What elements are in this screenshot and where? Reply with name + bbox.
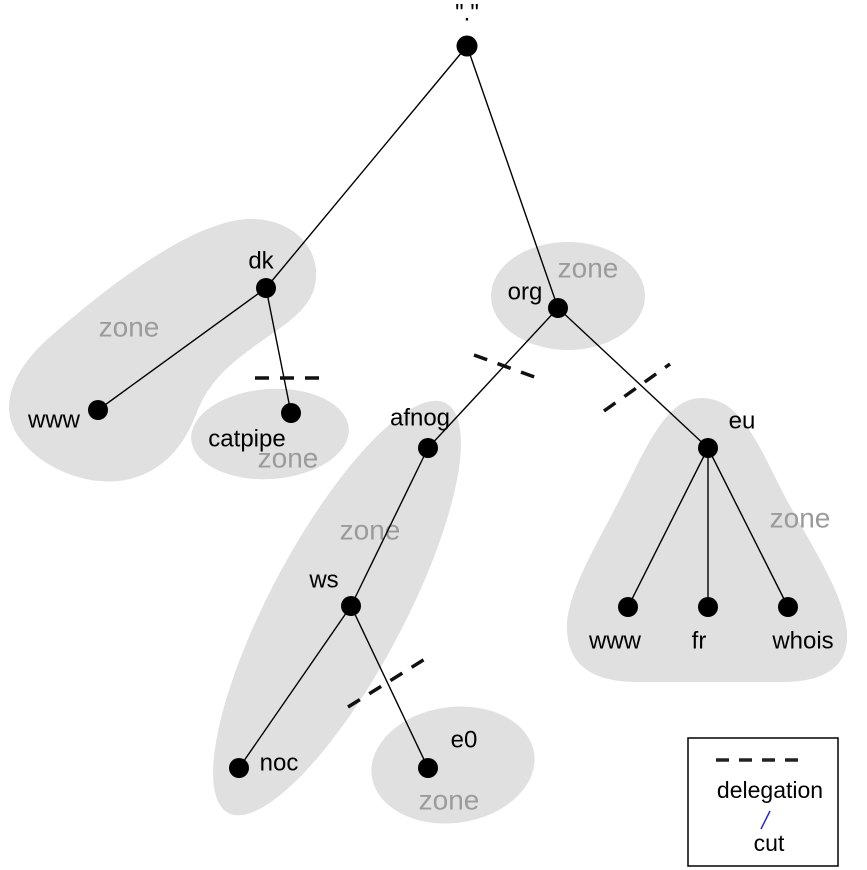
node-root [456, 35, 478, 57]
node-eu [698, 438, 718, 458]
node-label-root: "." [455, 0, 479, 27]
node-label-www-eu: www [588, 628, 642, 655]
edge-afnog-ws [350, 447, 429, 607]
node-afnog [418, 438, 438, 458]
zone-label-org: zone [558, 253, 619, 284]
zone-label-dk: zone [99, 312, 160, 343]
zone-label-eu: zone [770, 503, 831, 534]
node-www-eu [618, 597, 638, 617]
node-www-dk [88, 400, 108, 420]
edge-org-eu [557, 307, 709, 449]
edge-dk-catpipe [265, 287, 292, 414]
edge-eu-whois [707, 447, 789, 608]
edge-dk-www [97, 287, 267, 411]
node-label-noc: noc [260, 750, 299, 777]
edge-org-afnog [427, 307, 559, 449]
zone-label-afnog-ws: zone [340, 515, 401, 546]
node-label-whois: whois [771, 628, 833, 655]
zone-blob-org [491, 242, 645, 350]
node-label-eu: eu [729, 408, 756, 435]
node-label-afnog: afnog [390, 405, 450, 432]
edge-eu-www [627, 447, 709, 608]
legend-cut-label: cut [754, 830, 785, 856]
node-label-catpipe: catpipe [208, 426, 285, 453]
zone-blob-dk [9, 218, 317, 482]
zone-label-catpipe: zone [258, 443, 319, 474]
node-noc [229, 758, 249, 778]
delegation-cut-ws-e0 [347, 657, 426, 709]
edge-ws-e0 [350, 605, 429, 769]
node-catpipe [281, 403, 301, 423]
edge-root-dk [265, 45, 468, 289]
node-label-dk: dk [248, 248, 274, 275]
node-label-www-dk: www [27, 407, 81, 434]
node-dk [256, 278, 276, 298]
node-whois [778, 597, 798, 617]
node-e0 [418, 758, 438, 778]
node-label-fr: fr [692, 628, 707, 655]
node-label-ws: ws [308, 567, 338, 594]
zone-blob-afnog-ws [213, 400, 461, 816]
delegation-cut-org-eu [602, 362, 672, 413]
node-label-org: org [508, 279, 543, 306]
legend-slash-mark [760, 810, 771, 830]
edge-root-org [466, 45, 559, 309]
node-fr [698, 597, 718, 617]
edge-ws-noc [238, 605, 352, 769]
node-org [548, 298, 568, 318]
legend-delegation-label: delegation [717, 777, 823, 803]
node-label-e0: e0 [451, 727, 478, 754]
delegation-cut-org-afnog [473, 353, 541, 381]
zone-label-e0: zone [419, 785, 480, 816]
zone-blob-catpipe [191, 388, 349, 480]
node-ws [341, 596, 361, 616]
legend: delegation cut [687, 737, 839, 867]
